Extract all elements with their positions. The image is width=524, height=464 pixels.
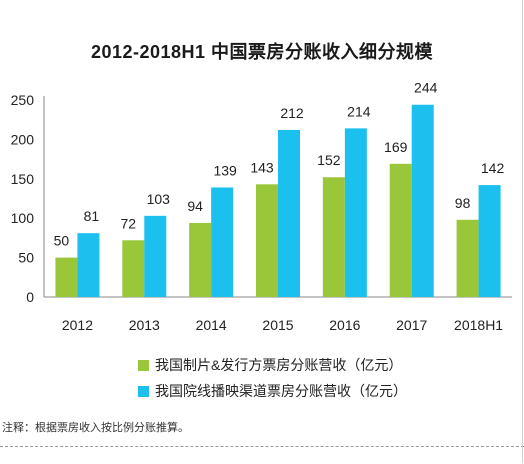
bar-series-1 — [189, 222, 212, 297]
data-label: 212 — [280, 105, 304, 121]
data-label: 50 — [54, 233, 70, 249]
bar-series-1 — [456, 219, 479, 297]
bar-series-2 — [344, 128, 367, 297]
legend-item-series-2: 我国院线播映渠道票房分账营收（亿元） — [138, 378, 407, 404]
legend-item-series-1: 我国制片&发行方票房分账营收（亿元） — [138, 352, 407, 378]
y-tick-label: 150 — [11, 171, 35, 187]
y-tick-label: 0 — [26, 289, 34, 305]
bar-series-2 — [211, 187, 234, 297]
bar-series-2 — [411, 104, 434, 297]
x-tick-label: 2015 — [262, 317, 293, 333]
legend: 我国制片&发行方票房分账营收（亿元） 我国院线播映渠道票房分账营收（亿元） — [138, 352, 407, 404]
data-labels: 50 81 72 103 94 139 143 212 152 214 169 244 98 142 — [54, 80, 505, 249]
bar-series-2 — [278, 129, 300, 297]
chart-title: 2012-2018H1 中国票房分账收入细分规模 — [90, 42, 434, 62]
y-axis: 0 50 100 150 200 250 — [11, 92, 45, 305]
bar-series-1 — [256, 184, 278, 297]
bar-series-2 — [144, 215, 167, 297]
data-label: 72 — [120, 215, 136, 231]
legend-swatch-series-1 — [138, 359, 149, 371]
bar-series-1 — [55, 257, 78, 297]
x-tick-label: 2016 — [329, 317, 360, 333]
y-tick-label: 50 — [18, 250, 34, 266]
x-tick-label: 2013 — [129, 317, 160, 333]
x-tick-label: 2017 — [396, 317, 427, 333]
bar-series-1 — [389, 163, 412, 297]
bar-series-2 — [478, 185, 501, 297]
data-label: 98 — [455, 195, 471, 211]
data-label: 214 — [347, 103, 371, 119]
data-label: 143 — [250, 159, 274, 175]
data-label: 142 — [481, 160, 505, 176]
bar-series-2 — [77, 233, 100, 297]
x-tick-label: 2012 — [62, 317, 93, 333]
x-tick-label: 2014 — [196, 317, 227, 333]
y-tick-label: 200 — [11, 131, 35, 147]
legend-swatch-series-2 — [138, 385, 149, 397]
data-label: 103 — [147, 191, 171, 207]
data-label: 152 — [317, 152, 341, 168]
data-label: 81 — [84, 208, 100, 224]
footnote: 注释：根据票房收入按比例分账推算。 — [2, 422, 189, 434]
legend-label-series-2: 我国院线播映渠道票房分账营收（亿元） — [155, 383, 407, 399]
x-tick-label: 2018H1 — [454, 317, 503, 333]
data-label: 139 — [213, 162, 237, 178]
bottom-divider — [0, 446, 524, 447]
data-label: 169 — [384, 139, 408, 155]
bar-series-1 — [322, 177, 345, 297]
bar-series-1 — [122, 240, 145, 297]
data-label: 94 — [187, 198, 203, 214]
y-tick-label: 250 — [11, 92, 35, 108]
data-label: 244 — [414, 80, 438, 96]
bars — [55, 104, 501, 297]
legend-label-series-1: 我国制片&发行方票房分账营收（亿元） — [155, 357, 403, 373]
x-axis: 2012 2013 2014 2015 2016 2017 2018H1 — [44, 296, 512, 333]
y-tick-label: 100 — [11, 210, 35, 226]
